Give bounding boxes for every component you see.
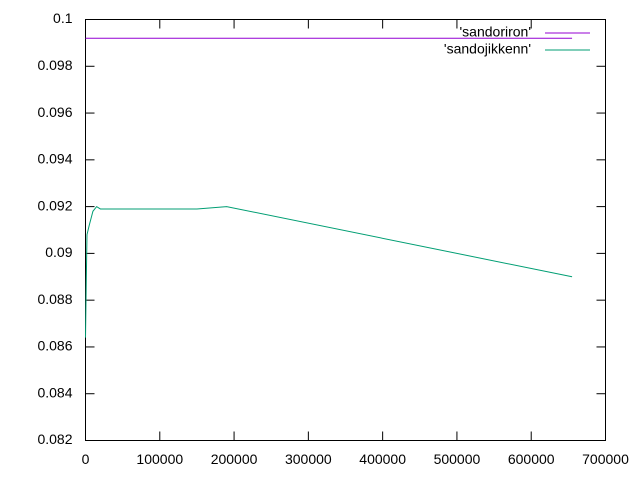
x-tick-label: 700000 [582,451,629,467]
plot-border [85,19,606,441]
series-line [85,205,573,338]
y-tick-label: 0.088 [37,291,72,307]
x-tick-label: 200000 [211,451,258,467]
x-tick-label: 400000 [359,451,406,467]
y-tick-label: 0.09 [45,244,72,260]
legend-label: 'sandoriron' [460,24,532,40]
x-tick-label: 500000 [434,451,481,467]
y-tick-label: 0.086 [37,338,72,354]
y-tick-label: 0.092 [37,197,72,213]
y-tick-label: 0.082 [37,431,72,447]
x-tick-label: 300000 [285,451,332,467]
y-tick-label: 0.084 [37,384,72,400]
x-tick-label: 600000 [508,451,555,467]
y-tick-label: 0.098 [37,57,72,73]
y-tick-label: 0.1 [53,10,73,26]
y-tick-label: 0.094 [37,151,72,167]
x-tick-label: 100000 [136,451,183,467]
legend-label: 'sandojikkenn' [444,41,531,57]
y-tick-label: 0.096 [37,104,72,120]
x-tick-label: 0 [82,451,90,467]
